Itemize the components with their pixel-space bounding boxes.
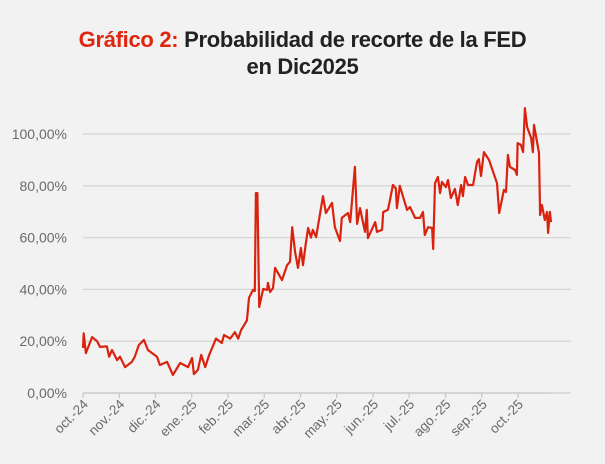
chart-title: Gráfico 2: Probabilidad de recorte de la… [0, 26, 605, 80]
y-tick-label: 20,00% [20, 333, 67, 349]
x-tick-label: sep.-25 [447, 397, 489, 439]
x-tick-label: oct.-24 [51, 396, 91, 436]
x-tick-label: nov.-24 [86, 396, 128, 438]
x-tick-label: may.-25 [300, 397, 344, 441]
y-tick-label: 100,00% [12, 126, 67, 142]
x-tick-label: ago.-25 [411, 397, 454, 440]
y-tick-label: 80,00% [20, 178, 67, 194]
chart-title-prefix: Gráfico 2: [78, 27, 179, 52]
chart-title-line1: Probabilidad de recorte de la FED [184, 27, 527, 52]
chart-title-line2: en Dic2025 [246, 54, 359, 79]
y-tick-label: 60,00% [20, 230, 67, 246]
x-tick-label: mar.-25 [229, 397, 272, 440]
y-tick-label: 40,00% [20, 281, 67, 297]
x-tick-label: jun.-25 [341, 397, 382, 438]
x-tick-label: ene.-25 [157, 397, 200, 440]
series-line [81, 107, 553, 376]
x-tick-label: oct.-25 [486, 397, 526, 437]
y-tick-label: 0,00% [27, 385, 67, 401]
